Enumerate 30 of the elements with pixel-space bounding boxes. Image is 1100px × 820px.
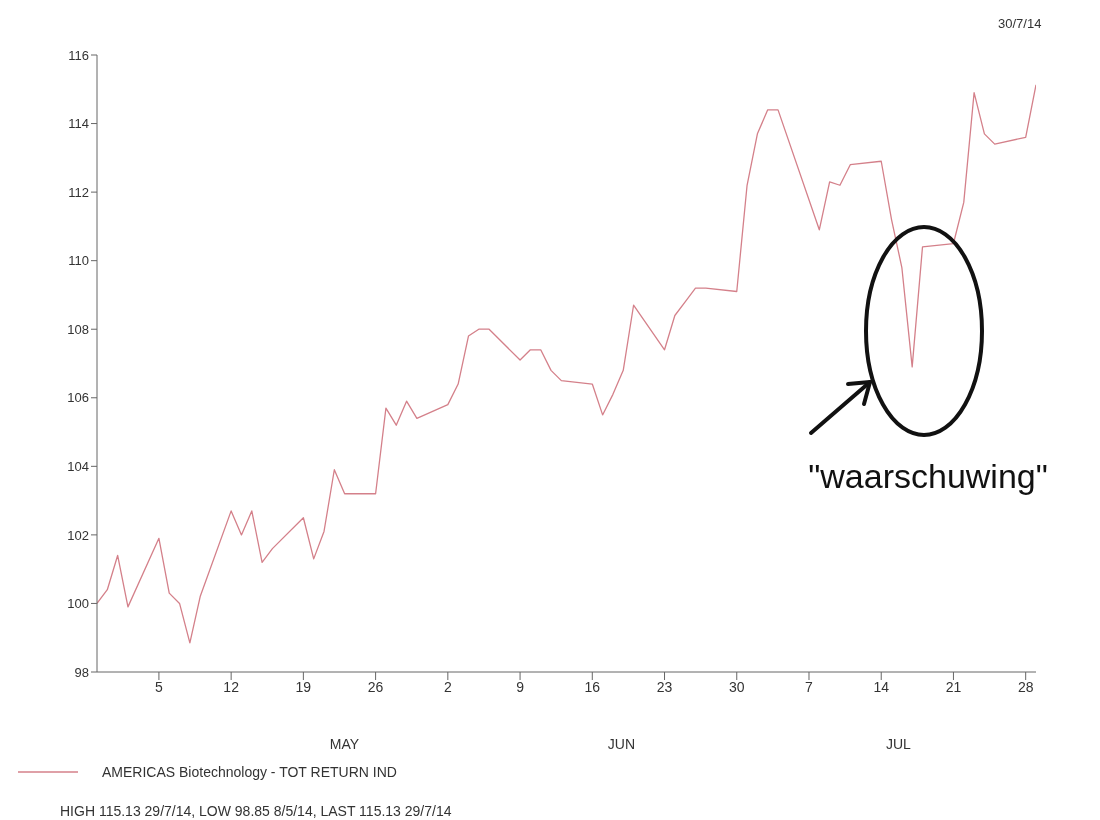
- y-tick-label: 98: [74, 664, 89, 680]
- y-tick-label: 104: [67, 458, 89, 474]
- x-tick-label: 19: [295, 678, 312, 695]
- text: HIGH 115.13 29/7/14, LOW 98.85 8/5/14, LAST 115.13 29/7/14: [60, 803, 452, 819]
- y-tick-label: 102: [67, 527, 89, 543]
- y-tick-label: 100: [67, 596, 89, 612]
- x-tick-label: 12: [223, 678, 240, 695]
- text: JUN: [606, 736, 637, 752]
- x-tick-label: 7: [805, 678, 814, 695]
- x-tick-label: 9: [516, 678, 525, 695]
- x-tick-label: 26: [367, 678, 384, 695]
- y-tick-label: 116: [68, 47, 89, 63]
- y-tick-label: 108: [67, 321, 89, 337]
- y-tick-label: 110: [68, 253, 89, 269]
- legend-label: AMERICAS Biotechnology - TOT RETURN IND: [102, 764, 397, 780]
- x-tick-label: 5: [155, 678, 164, 695]
- x-tick-label: 14: [873, 678, 890, 695]
- x-tick-label: 30: [728, 678, 745, 695]
- x-tick-label: 28: [1017, 678, 1034, 695]
- text: MAY: [328, 736, 361, 752]
- y-tick-label: 114: [68, 116, 89, 132]
- x-tick-label: 21: [945, 678, 962, 695]
- y-tick-label: 106: [67, 390, 89, 406]
- x-tick-label: 2: [443, 678, 452, 695]
- annotation: "waarschuwing": [808, 457, 1048, 495]
- x-tick-label: 16: [584, 678, 601, 695]
- y-tick-label: 112: [68, 184, 89, 200]
- text: JUL: [885, 736, 912, 752]
- chart-title: 30/7/14: [998, 16, 1042, 31]
- x-tick-label: 23: [656, 678, 673, 695]
